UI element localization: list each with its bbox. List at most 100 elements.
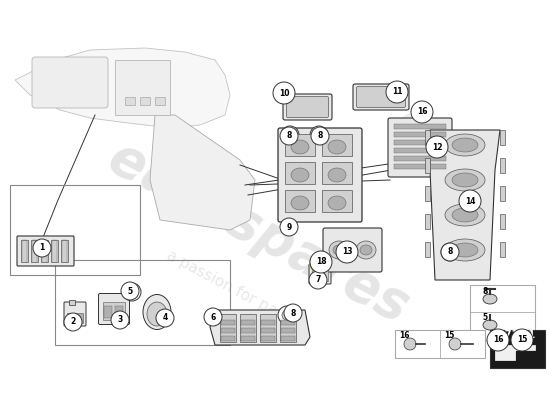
Text: 8: 8 <box>447 248 453 256</box>
Circle shape <box>411 101 433 123</box>
Text: 8: 8 <box>317 132 323 140</box>
Circle shape <box>404 338 416 350</box>
Text: 971 01: 971 01 <box>498 330 536 340</box>
Bar <box>425 130 430 145</box>
Ellipse shape <box>328 196 346 210</box>
Ellipse shape <box>291 196 309 210</box>
FancyBboxPatch shape <box>64 302 86 326</box>
Text: 6: 6 <box>210 312 216 322</box>
Circle shape <box>111 311 129 329</box>
Circle shape <box>336 241 358 263</box>
Bar <box>322 162 352 184</box>
Polygon shape <box>430 130 500 280</box>
Bar <box>495 345 515 360</box>
Bar <box>425 158 430 173</box>
Bar <box>500 130 505 145</box>
Circle shape <box>311 127 329 145</box>
Ellipse shape <box>452 138 478 152</box>
FancyBboxPatch shape <box>32 57 108 108</box>
Ellipse shape <box>328 140 346 154</box>
Bar <box>285 162 315 184</box>
Bar <box>394 156 446 161</box>
Text: 18: 18 <box>316 258 326 266</box>
Bar <box>260 314 276 342</box>
Ellipse shape <box>291 168 309 182</box>
Text: 035: 035 <box>388 107 470 173</box>
Bar <box>425 186 430 201</box>
Text: 8: 8 <box>287 132 292 140</box>
Bar <box>425 214 430 229</box>
Bar <box>395 330 485 358</box>
Circle shape <box>281 126 299 144</box>
Bar <box>515 345 535 350</box>
Bar <box>394 148 446 153</box>
FancyBboxPatch shape <box>353 84 409 110</box>
Circle shape <box>273 82 295 104</box>
FancyBboxPatch shape <box>278 128 362 222</box>
Circle shape <box>445 247 455 257</box>
Bar <box>500 158 505 173</box>
Ellipse shape <box>445 169 485 191</box>
Bar <box>115 60 170 115</box>
Text: 8: 8 <box>482 286 488 296</box>
Ellipse shape <box>483 294 497 304</box>
Bar <box>312 267 328 281</box>
Bar <box>21 240 28 262</box>
Text: 7: 7 <box>315 276 321 284</box>
Bar <box>115 306 123 318</box>
Text: 2: 2 <box>70 318 76 326</box>
Circle shape <box>285 130 295 140</box>
Bar <box>104 306 112 318</box>
Bar <box>241 328 255 333</box>
FancyBboxPatch shape <box>287 96 328 118</box>
Ellipse shape <box>452 208 478 222</box>
Polygon shape <box>210 310 310 345</box>
Bar <box>140 97 150 105</box>
Bar <box>394 140 446 145</box>
Circle shape <box>441 243 459 261</box>
Text: 5: 5 <box>128 286 133 296</box>
Bar <box>125 97 135 105</box>
Bar <box>322 134 352 156</box>
Ellipse shape <box>445 204 485 226</box>
Bar <box>500 242 505 257</box>
Circle shape <box>282 310 292 320</box>
Ellipse shape <box>329 241 349 259</box>
FancyBboxPatch shape <box>283 94 332 120</box>
Circle shape <box>511 329 533 351</box>
Text: 16: 16 <box>493 336 503 344</box>
Text: 10: 10 <box>279 88 289 98</box>
Ellipse shape <box>328 168 346 182</box>
Bar <box>69 300 75 305</box>
Circle shape <box>441 243 459 261</box>
Circle shape <box>278 306 296 324</box>
Text: eurospares: eurospares <box>99 131 418 333</box>
Circle shape <box>459 190 481 212</box>
Ellipse shape <box>483 320 497 330</box>
Circle shape <box>64 313 82 331</box>
Bar <box>500 186 505 201</box>
Bar <box>280 314 296 342</box>
Bar <box>31 240 38 262</box>
Circle shape <box>280 127 298 145</box>
Bar <box>394 164 446 169</box>
Circle shape <box>156 309 174 327</box>
Circle shape <box>284 304 302 322</box>
Circle shape <box>314 130 324 140</box>
Text: 4: 4 <box>162 314 168 322</box>
Bar <box>285 190 315 212</box>
Circle shape <box>309 271 327 289</box>
Bar <box>103 302 125 320</box>
Text: 5: 5 <box>482 312 487 322</box>
Bar <box>285 134 315 156</box>
Ellipse shape <box>445 134 485 156</box>
Bar <box>394 132 446 137</box>
Circle shape <box>33 239 51 257</box>
Text: 3: 3 <box>117 316 123 324</box>
Circle shape <box>426 136 448 158</box>
FancyBboxPatch shape <box>388 118 452 177</box>
Bar <box>41 240 48 262</box>
Bar <box>55 260 230 345</box>
Circle shape <box>487 329 509 351</box>
Bar <box>261 328 275 333</box>
